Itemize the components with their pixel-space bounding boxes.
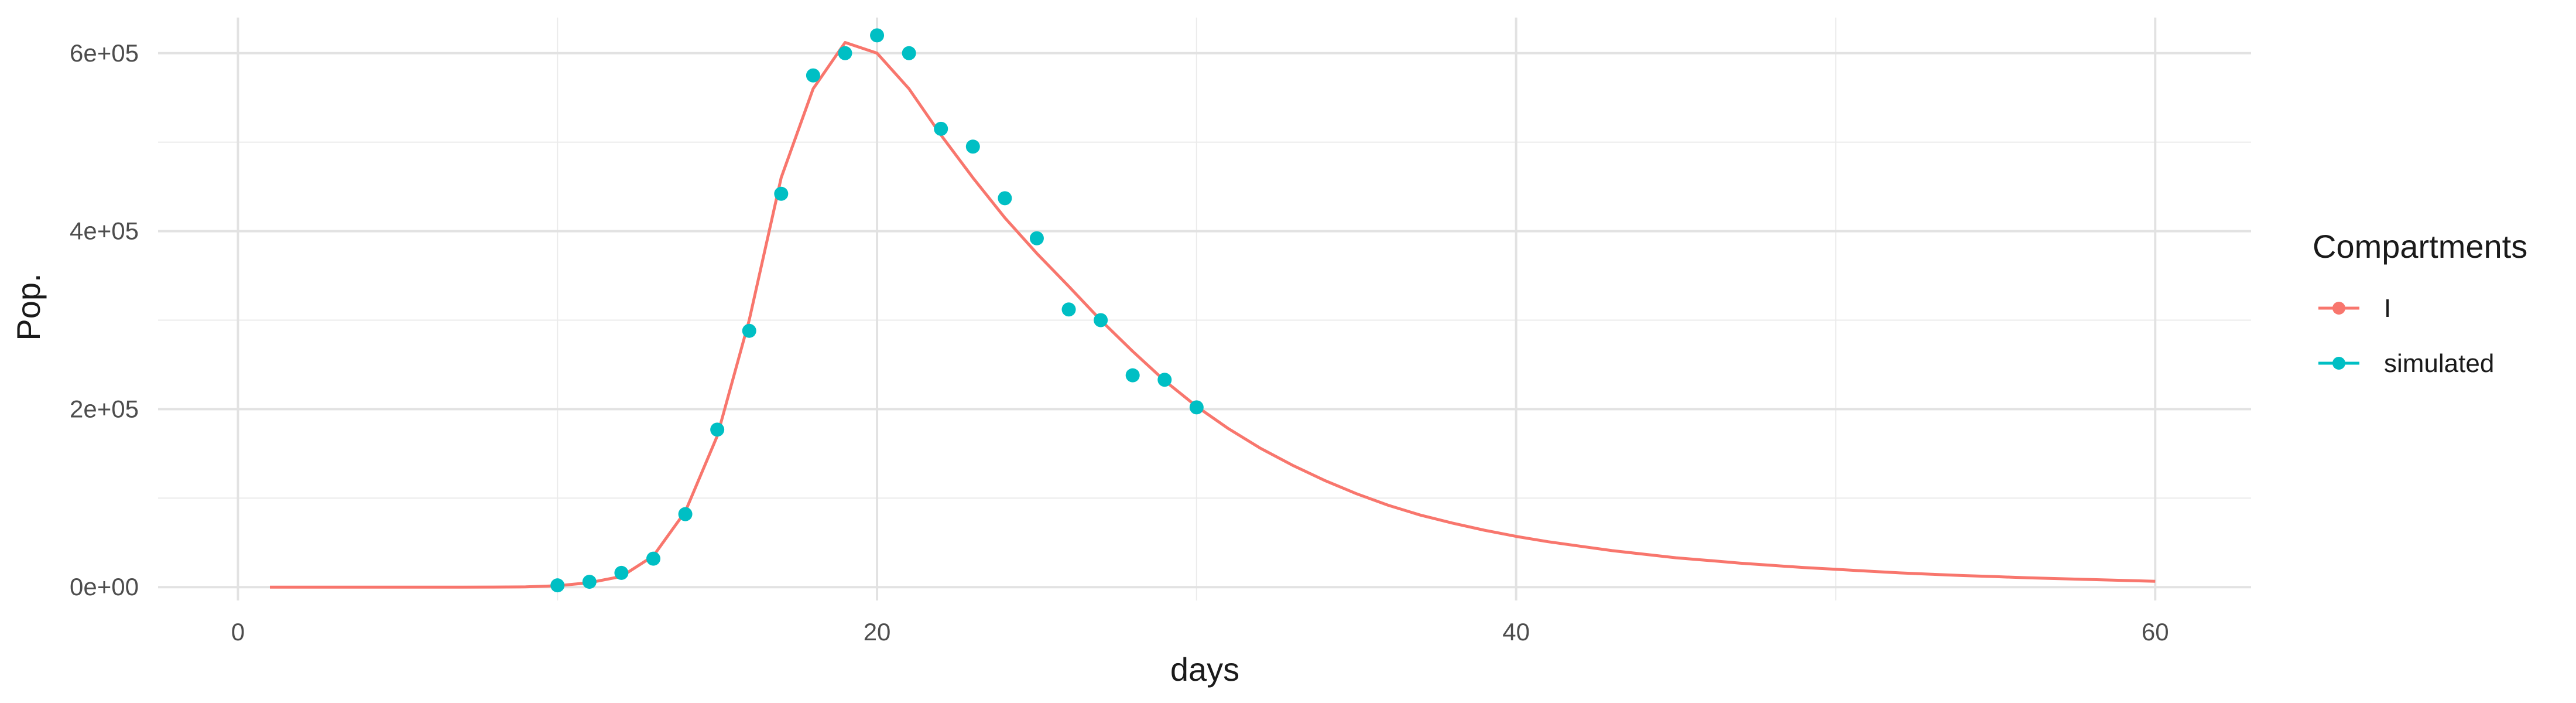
x-tick-label: 40 <box>1502 618 1530 646</box>
x-axis-title: days <box>1170 651 1239 688</box>
data-point-simulated <box>1189 400 1204 415</box>
legend-label-simulated: simulated <box>2384 349 2494 378</box>
data-point-simulated <box>646 551 660 566</box>
legend-title: Compartments <box>2313 228 2527 265</box>
data-point-simulated <box>1125 368 1140 383</box>
grid-lines <box>158 18 2251 600</box>
y-tick-label: 2e+05 <box>70 395 139 422</box>
x-tick-label: 60 <box>2142 618 2169 646</box>
data-point-simulated <box>774 186 789 201</box>
y-axis-title: Pop. <box>10 273 47 340</box>
x-tick-label: 20 <box>864 618 891 646</box>
data-point-simulated <box>838 46 852 60</box>
data-point-simulated <box>614 565 629 580</box>
series-line-i <box>270 41 2156 589</box>
y-tick-label: 6e+05 <box>70 39 139 67</box>
legend: Compartments I simulated <box>2313 228 2527 378</box>
data-point-simulated <box>965 139 980 154</box>
data-point-simulated <box>550 578 565 593</box>
data-point-simulated <box>1094 313 1108 327</box>
data-point-simulated <box>1029 231 1044 245</box>
data-point-simulated <box>582 575 597 589</box>
data-point-simulated <box>742 323 756 338</box>
legend-key-i-point <box>2332 302 2345 315</box>
axes: 0 20 40 60 0e+00 2e+05 4e+05 6e+05 <box>70 39 2169 646</box>
legend-label-i: I <box>2384 294 2391 323</box>
data-point-simulated <box>934 121 948 136</box>
data-point-simulated <box>710 422 725 437</box>
plot-series <box>270 28 2156 593</box>
y-tick-label: 0e+00 <box>70 573 139 600</box>
x-tick-label: 0 <box>231 618 245 646</box>
legend-item-i: I <box>2318 294 2391 323</box>
data-point-simulated <box>998 191 1012 206</box>
y-tick-label: 4e+05 <box>70 217 139 245</box>
data-point-simulated <box>1157 373 1172 387</box>
data-point-simulated <box>678 507 693 521</box>
data-point-simulated <box>806 68 820 83</box>
data-point-simulated <box>1061 302 1076 317</box>
data-point-simulated <box>902 46 916 60</box>
data-point-simulated <box>870 28 885 43</box>
legend-key-simulated-point <box>2332 357 2345 370</box>
legend-item-simulated: simulated <box>2318 349 2494 378</box>
